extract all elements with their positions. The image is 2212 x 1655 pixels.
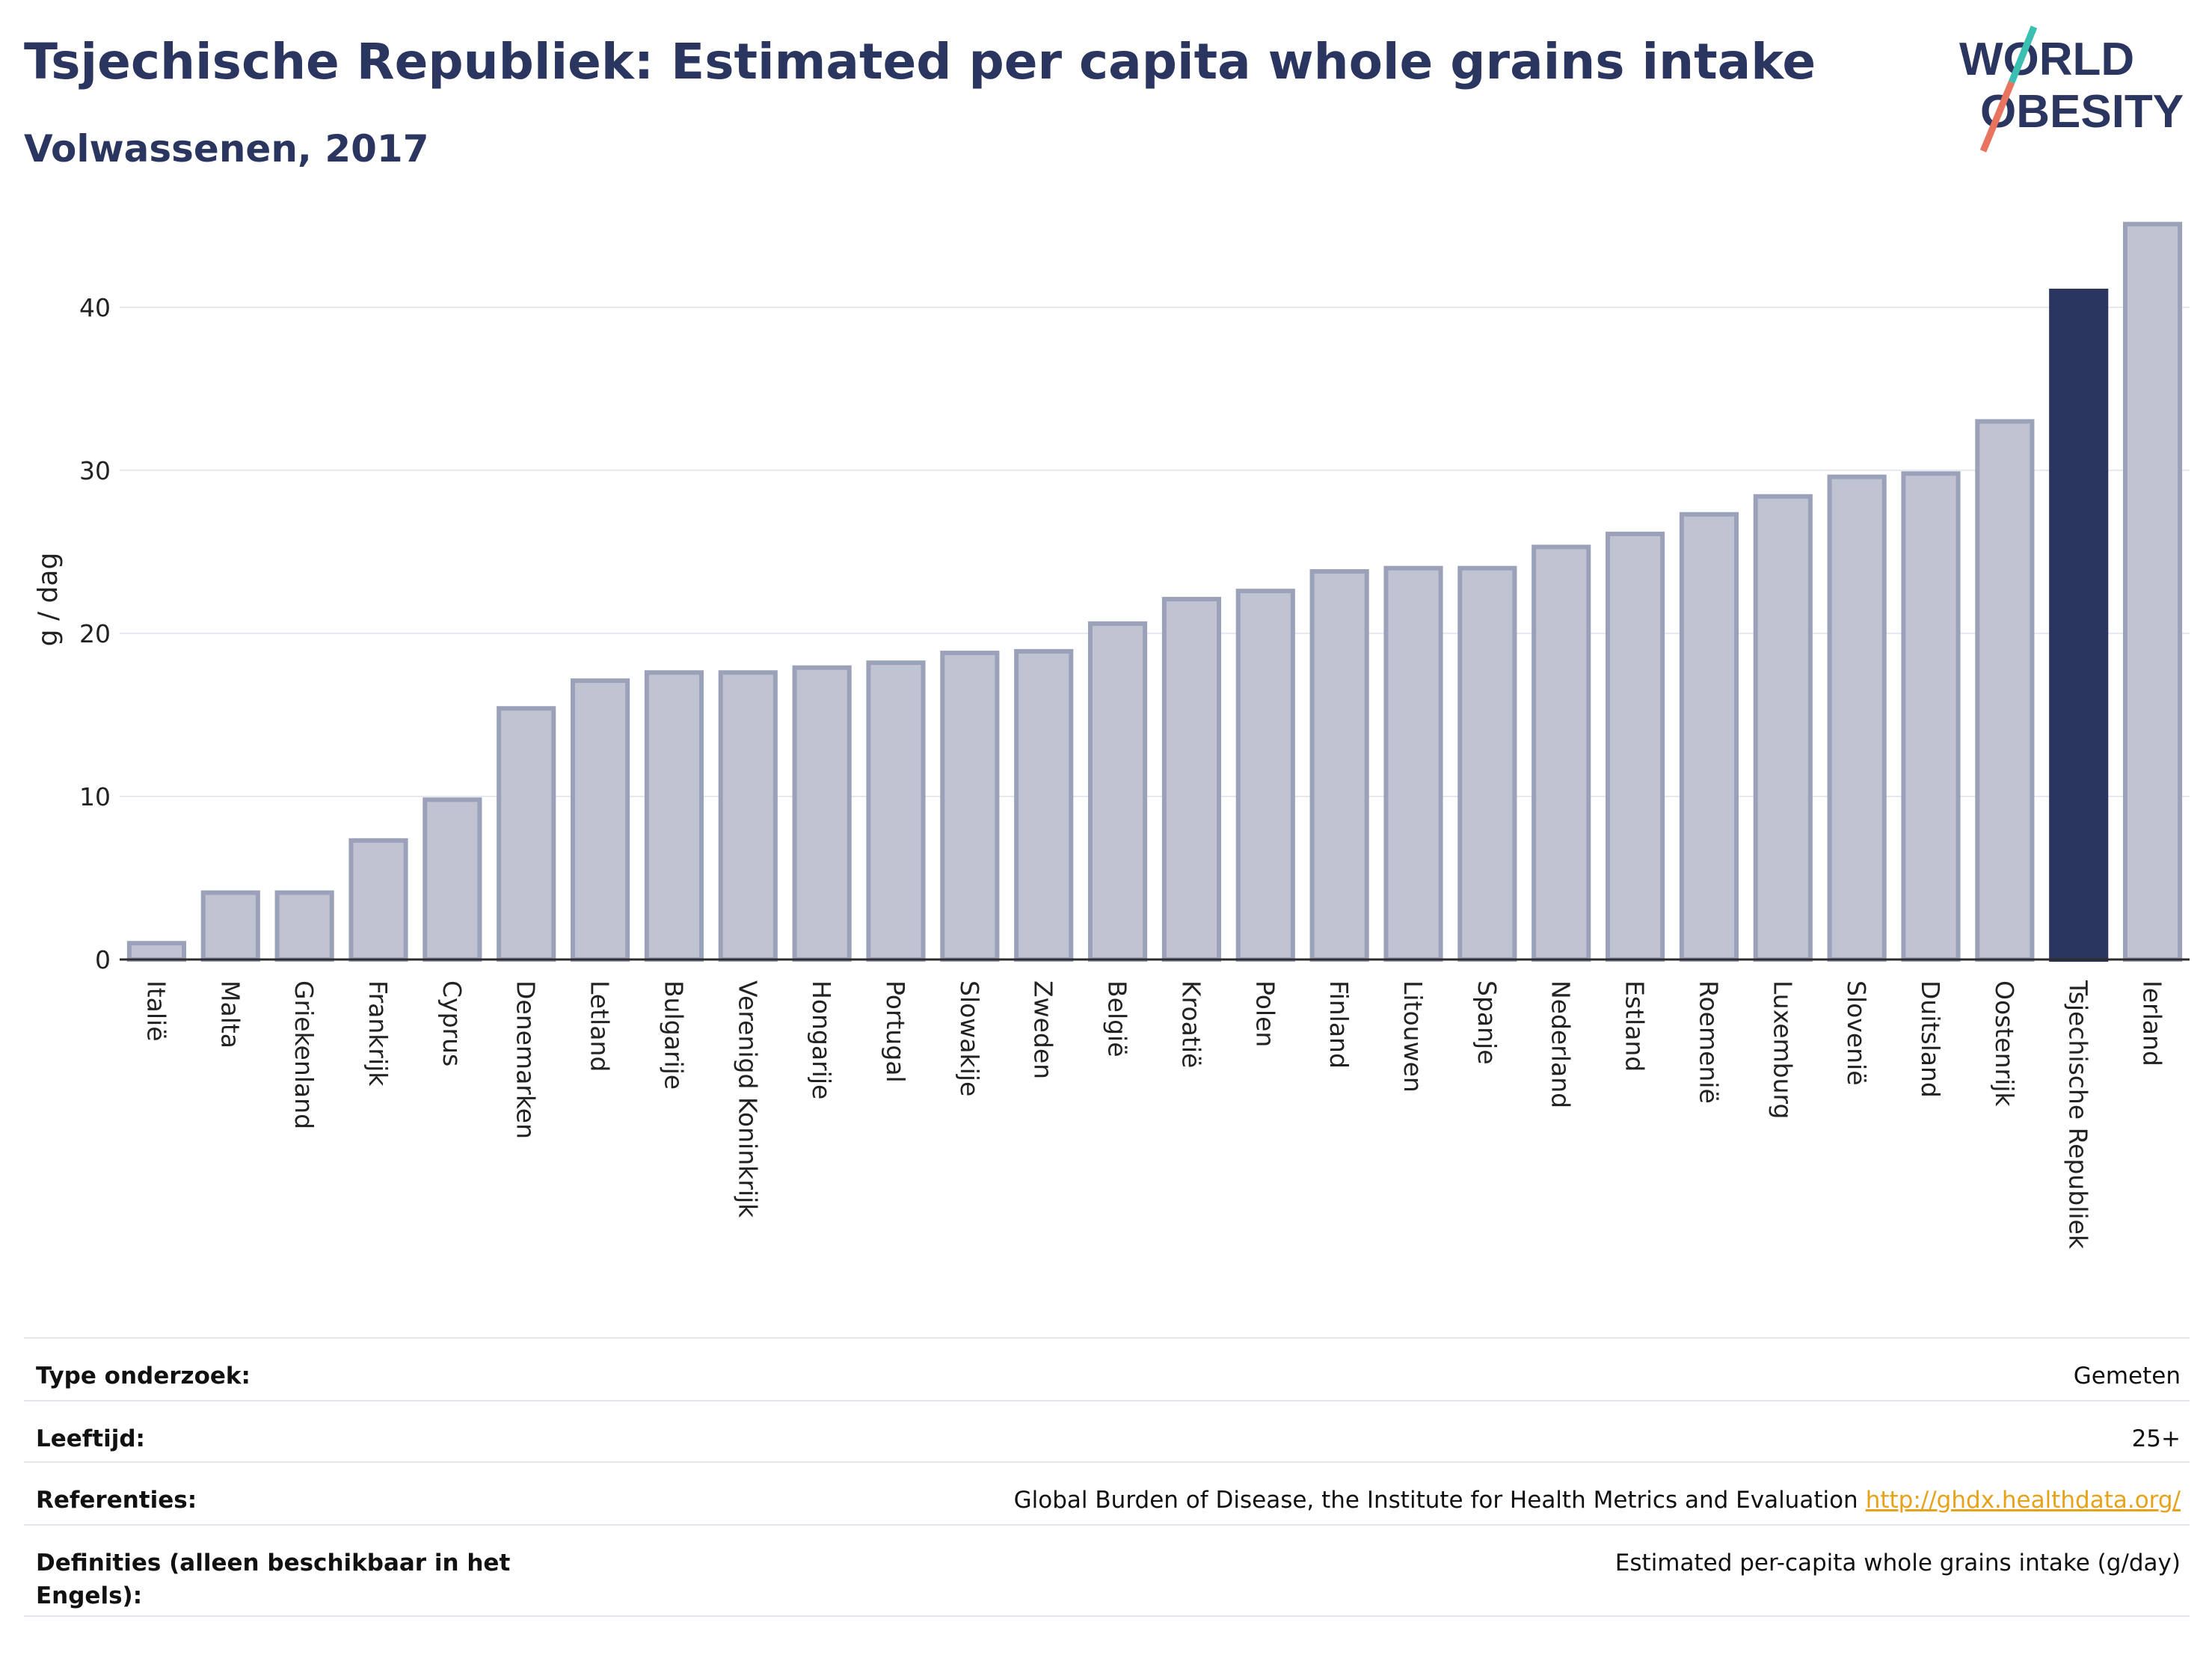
world-obesity-logo: WORLD OBESITY: [1959, 25, 2184, 153]
bar: [1014, 648, 1074, 962]
bar: [1975, 419, 2035, 962]
meta-value: Gemeten: [2073, 1363, 2181, 1390]
bar: [644, 670, 704, 962]
bar: [940, 651, 1000, 962]
bar: [126, 941, 187, 962]
x-tick-label: Tsjechische Republiek: [2064, 980, 2093, 1250]
bar: [274, 890, 334, 962]
bar: [423, 797, 482, 962]
x-tick-label: Luxemburg: [1768, 980, 1797, 1119]
bar: [1087, 621, 1148, 962]
y-tick-label: 20: [79, 619, 111, 648]
y-tick-label: 0: [95, 945, 111, 974]
metadata-table: Type onderzoek: Gemeten Leeftijd: 25+ Re…: [24, 1337, 2190, 1617]
bar: [1457, 565, 1517, 962]
meta-value: Global Burden of Disease, the Institute …: [1014, 1484, 2181, 1517]
x-tick-label: Estland: [1620, 980, 1650, 1072]
x-tick-label: Kroatië: [1176, 980, 1205, 1068]
bar: [1753, 494, 1813, 962]
x-tick-label: Bulgarije: [659, 980, 688, 1090]
bar: [1605, 531, 1665, 962]
y-tick-label: 30: [79, 456, 111, 485]
logo-text-obesity: OBESITY: [1980, 86, 2184, 138]
x-tick-label: Malta: [215, 980, 245, 1048]
logo-text-world: WORLD: [1959, 34, 2134, 85]
meta-label: Definities (alleen beschikbaar in het En…: [36, 1550, 511, 1609]
x-tick-label: Frankrijk: [363, 980, 393, 1087]
x-tick-label: Duitsland: [1916, 980, 1945, 1098]
bar: [2122, 221, 2183, 962]
x-tick-label: Cyprus: [437, 980, 467, 1066]
bar: [1827, 474, 1887, 962]
meta-row-references: Referenties: Global Burden of Disease, t…: [24, 1461, 2190, 1524]
x-tick-label: Litouwen: [1398, 980, 1428, 1093]
x-tick-label: Nederland: [1546, 980, 1576, 1108]
page-subtitle: Volwassenen, 2017: [24, 127, 429, 171]
logo-slash-teal: [2008, 25, 2038, 84]
bar: [1161, 597, 1222, 962]
meta-label: Leeftijd:: [36, 1425, 145, 1452]
page-title: Tsjechische Republiek: Estimated per cap…: [24, 33, 1816, 90]
x-tick-label: Ierland: [2138, 980, 2167, 1066]
x-tick-label: Roemenië: [1694, 980, 1723, 1104]
bar: [200, 890, 260, 962]
bar: [866, 660, 926, 962]
x-tick-label: Spanje: [1472, 980, 1502, 1065]
reference-link[interactable]: http://ghdx.healthdata.org/: [1865, 1487, 2181, 1514]
x-tick-label: Finland: [1324, 980, 1354, 1069]
x-tick-label: Oostenrijk: [1990, 980, 2019, 1107]
x-tick-label: Denemarken: [511, 980, 541, 1139]
x-tick-label: Italië: [141, 980, 170, 1042]
bar: [497, 706, 556, 962]
bar: [1309, 569, 1369, 962]
reference-text: Global Burden of Disease, the Institute …: [1013, 1487, 1858, 1514]
x-tick-label: Slovenië: [1842, 980, 1871, 1086]
bar: [1235, 589, 1295, 962]
x-tick-label: Griekenland: [289, 980, 319, 1129]
x-tick-label: België: [1103, 980, 1132, 1057]
logo-slash-coral: [1979, 81, 2015, 153]
bar-highlighted: [2049, 289, 2109, 962]
bar-chart: 0 10 20 30 40 g / dag Italië Malta Griekenland Fr…: [33, 221, 2190, 1250]
bar: [1901, 471, 1961, 962]
meta-value: 25+: [2131, 1425, 2181, 1452]
y-tick-label: 40: [79, 293, 111, 322]
x-tick-label: Polen: [1250, 980, 1279, 1047]
meta-label: Type onderzoek:: [36, 1363, 251, 1390]
bar: [718, 670, 778, 962]
x-tick-label: Zweden: [1029, 980, 1058, 1079]
y-axis-title: g / dag: [33, 553, 64, 647]
x-tick-label: Verenigd Koninkrijk: [733, 980, 762, 1218]
x-tick-label: Hongarije: [807, 980, 836, 1099]
bar: [792, 665, 852, 962]
meta-value: Estimated per-capita whole grains intake…: [1615, 1550, 2181, 1576]
meta-row-definitions: Definities (alleen beschikbaar in het En…: [24, 1524, 2190, 1617]
x-tick-label: Slowakije: [955, 980, 984, 1096]
meta-row-age: Leeftijd: 25+: [24, 1400, 2190, 1461]
x-tick-label: Letland: [586, 980, 615, 1072]
x-tick-label: Portugal: [881, 980, 910, 1083]
bar: [348, 838, 408, 962]
meta-label: Referenties:: [36, 1487, 197, 1514]
bar: [1679, 512, 1739, 962]
y-tick-label: 10: [79, 782, 111, 811]
meta-row-survey-type: Type onderzoek: Gemeten: [24, 1337, 2190, 1400]
bar: [1531, 544, 1591, 962]
bar: [570, 678, 630, 962]
bar: [1383, 565, 1443, 962]
